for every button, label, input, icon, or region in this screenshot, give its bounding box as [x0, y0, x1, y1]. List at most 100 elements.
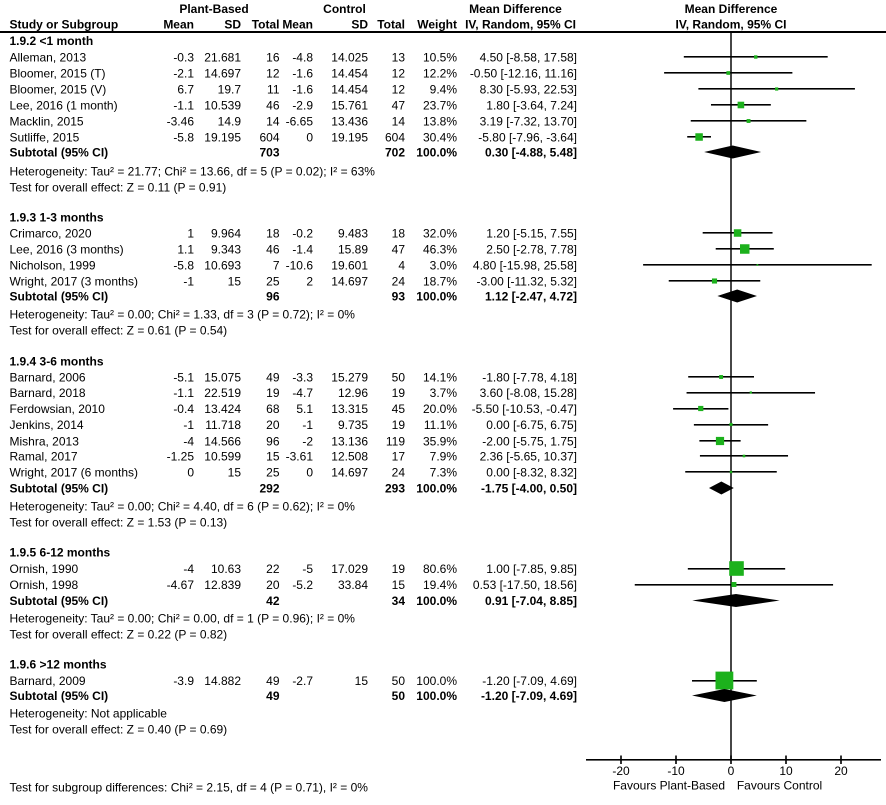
svg-text:49: 49 — [266, 370, 280, 384]
svg-text:93: 93 — [392, 289, 406, 303]
svg-text:Ramal, 2017: Ramal, 2017 — [10, 449, 78, 463]
svg-text:-5.80 [-7.96, -3.64]: -5.80 [-7.96, -3.64] — [478, 130, 577, 144]
svg-text:15: 15 — [228, 274, 242, 288]
svg-text:12.96: 12.96 — [338, 386, 368, 400]
svg-text:Lee, 2016 (3 months): Lee, 2016 (3 months) — [10, 242, 124, 256]
svg-text:10: 10 — [779, 764, 793, 778]
svg-text:1.12 [-2.47, 4.72]: 1.12 [-2.47, 4.72] — [485, 289, 577, 303]
svg-text:Heterogeneity: Tau² = 0.00; Ch: Heterogeneity: Tau² = 0.00; Chi² = 1.33,… — [10, 307, 356, 321]
svg-text:0.00 [-8.32, 8.32]: 0.00 [-8.32, 8.32] — [486, 465, 577, 479]
svg-text:Barnard, 2018: Barnard, 2018 — [10, 386, 86, 400]
svg-text:14.697: 14.697 — [331, 465, 368, 479]
svg-text:12: 12 — [266, 66, 280, 80]
svg-text:11: 11 — [267, 82, 280, 96]
svg-text:Wright, 2017 (6 months): Wright, 2017 (6 months) — [10, 465, 139, 479]
svg-text:-10.6: -10.6 — [286, 258, 314, 272]
svg-text:2.36 [-5.65, 10.37]: 2.36 [-5.65, 10.37] — [480, 449, 577, 463]
svg-text:Subtotal (95% CI): Subtotal (95% CI) — [10, 594, 109, 608]
svg-text:1.9.2 <1 month: 1.9.2 <1 month — [10, 34, 94, 48]
svg-text:Test for overall effect: Z = 1: Test for overall effect: Z = 1.53 (P = 0… — [10, 515, 228, 529]
svg-text:13.436: 13.436 — [331, 114, 368, 128]
svg-text:8.30 [-5.93, 22.53]: 8.30 [-5.93, 22.53] — [480, 82, 577, 96]
svg-text:Heterogeneity: Tau² = 0.00; Ch: Heterogeneity: Tau² = 0.00; Chi² = 4.40,… — [10, 499, 356, 513]
svg-text:100.0%: 100.0% — [416, 674, 457, 688]
svg-text:14: 14 — [392, 114, 406, 128]
svg-text:-0.2: -0.2 — [292, 226, 313, 240]
svg-text:Ornish, 1998: Ornish, 1998 — [10, 578, 79, 592]
svg-text:-10: -10 — [667, 764, 685, 778]
svg-text:18: 18 — [266, 226, 280, 240]
svg-text:15: 15 — [228, 465, 242, 479]
svg-text:5.1: 5.1 — [296, 402, 313, 416]
svg-text:-4.7: -4.7 — [292, 386, 313, 400]
svg-text:Jenkins, 2014: Jenkins, 2014 — [10, 418, 84, 432]
svg-text:35.9%: 35.9% — [423, 434, 457, 448]
svg-text:-4: -4 — [183, 434, 194, 448]
svg-text:Ferdowsian, 2010: Ferdowsian, 2010 — [10, 402, 106, 416]
svg-text:-4: -4 — [183, 562, 194, 576]
svg-text:1.9.3 1-3 months: 1.9.3 1-3 months — [10, 210, 104, 224]
svg-text:0.53 [-17.50, 18.56]: 0.53 [-17.50, 18.56] — [473, 578, 577, 592]
svg-text:Crimarco, 2020: Crimarco, 2020 — [10, 226, 92, 240]
svg-text:20: 20 — [834, 764, 848, 778]
svg-text:604: 604 — [259, 130, 279, 144]
svg-text:Test for overall effect: Z = 0: Test for overall effect: Z = 0.61 (P = 0… — [10, 323, 228, 337]
svg-text:-1.6: -1.6 — [292, 82, 313, 96]
svg-text:-5.2: -5.2 — [292, 578, 313, 592]
svg-text:Subtotal (95% CI): Subtotal (95% CI) — [10, 289, 109, 303]
svg-text:50: 50 — [392, 689, 406, 703]
svg-text:19.4%: 19.4% — [423, 578, 457, 592]
svg-text:Macklin, 2015: Macklin, 2015 — [10, 114, 84, 128]
svg-text:20.0%: 20.0% — [423, 402, 457, 416]
svg-text:100.0%: 100.0% — [416, 594, 457, 608]
svg-text:9.735: 9.735 — [338, 418, 368, 432]
svg-text:Test for overall effect: Z = 0: Test for overall effect: Z = 0.22 (P = 0… — [10, 627, 228, 641]
svg-text:-4.67: -4.67 — [167, 578, 195, 592]
svg-text:15: 15 — [266, 449, 280, 463]
svg-text:11.718: 11.718 — [205, 418, 241, 432]
svg-text:Mishra, 2013: Mishra, 2013 — [10, 434, 80, 448]
svg-text:Bloomer, 2015 (T): Bloomer, 2015 (T) — [10, 66, 106, 80]
svg-text:9.343: 9.343 — [211, 242, 241, 256]
svg-text:-5.1: -5.1 — [173, 370, 194, 384]
svg-text:2.50 [-2.78, 7.78]: 2.50 [-2.78, 7.78] — [486, 242, 577, 256]
svg-text:Barnard, 2006: Barnard, 2006 — [10, 370, 86, 384]
svg-text:13.136: 13.136 — [331, 434, 368, 448]
svg-text:-2.7: -2.7 — [292, 674, 313, 688]
svg-text:19: 19 — [392, 418, 406, 432]
svg-text:Ornish, 1990: Ornish, 1990 — [10, 562, 79, 576]
svg-text:-5: -5 — [302, 562, 313, 576]
svg-text:80.6%: 80.6% — [423, 562, 457, 576]
svg-text:-2.00 [-5.75, 1.75]: -2.00 [-5.75, 1.75] — [482, 434, 577, 448]
svg-text:14.9: 14.9 — [218, 114, 242, 128]
svg-text:6.7: 6.7 — [177, 82, 194, 96]
svg-text:Mean: Mean — [282, 17, 313, 31]
svg-text:Total: Total — [377, 17, 405, 31]
svg-text:Favours Plant-Based: Favours Plant-Based — [613, 778, 725, 792]
svg-text:Nicholson, 1999: Nicholson, 1999 — [10, 258, 96, 272]
svg-text:68: 68 — [266, 402, 280, 416]
svg-text:10.539: 10.539 — [204, 98, 241, 112]
svg-text:Plant-Based: Plant-Based — [179, 2, 248, 16]
svg-text:13.424: 13.424 — [204, 402, 241, 416]
svg-text:Alleman, 2013: Alleman, 2013 — [10, 50, 87, 64]
svg-text:50: 50 — [392, 674, 406, 688]
svg-text:Test for overall effect: Z = 0: Test for overall effect: Z = 0.40 (P = 0… — [10, 722, 228, 736]
svg-text:-1.4: -1.4 — [292, 242, 313, 256]
svg-text:Favours Control: Favours Control — [737, 778, 822, 792]
svg-text:-1.20 [-7.09, 4.69]: -1.20 [-7.09, 4.69] — [481, 689, 577, 703]
svg-text:Total: Total — [252, 17, 280, 31]
svg-text:15: 15 — [392, 578, 406, 592]
svg-text:-3.61: -3.61 — [286, 449, 314, 463]
svg-text:19.195: 19.195 — [204, 130, 241, 144]
svg-text:SD: SD — [351, 17, 368, 31]
svg-text:96: 96 — [266, 434, 280, 448]
svg-text:33.84: 33.84 — [338, 578, 368, 592]
svg-text:15.279: 15.279 — [331, 370, 368, 384]
svg-text:100.0%: 100.0% — [416, 481, 457, 495]
svg-text:15.075: 15.075 — [204, 370, 241, 384]
svg-text:10.5%: 10.5% — [423, 50, 457, 64]
svg-text:13: 13 — [392, 50, 406, 64]
svg-text:20: 20 — [266, 578, 280, 592]
svg-text:9.964: 9.964 — [211, 226, 241, 240]
